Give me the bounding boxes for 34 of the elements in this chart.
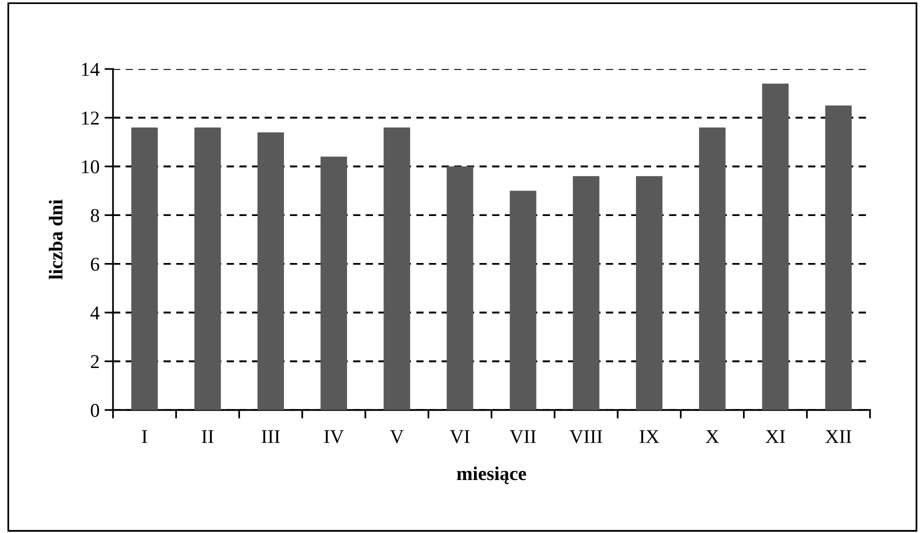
- x-tick-label: IV: [324, 430, 344, 444]
- y-tick-label: 0: [90, 404, 100, 417]
- bar: [446, 166, 474, 410]
- bar: [320, 156, 348, 410]
- x-tick-label: XI: [766, 430, 785, 443]
- x-tick-label: I: [142, 430, 148, 443]
- bar: [384, 127, 410, 410]
- x-tick-label: XII: [825, 430, 852, 443]
- y-tick-label: 6: [90, 258, 100, 271]
- x-tick-label: X: [706, 430, 719, 443]
- y-axis-title: liczba dni: [48, 200, 63, 280]
- bar: [257, 132, 284, 410]
- bar: [762, 84, 789, 410]
- x-tick-label: III: [262, 430, 280, 443]
- x-tick-label: VI: [450, 430, 470, 444]
- y-tick-label: 14: [82, 62, 100, 76]
- bar: [572, 176, 600, 410]
- bar: [510, 190, 536, 410]
- x-tick-label: VIII: [570, 430, 602, 444]
- y-tick-label: 12: [82, 112, 99, 124]
- y-tick-label: 2: [90, 355, 99, 368]
- y-tick-label: 10: [82, 160, 100, 174]
- y-tick-label: 4: [90, 306, 100, 320]
- bar: [825, 106, 852, 410]
- x-tick-label: VII: [510, 430, 536, 444]
- x-tick-label: V: [390, 430, 404, 444]
- bar: [131, 127, 158, 410]
- bar: [699, 127, 726, 410]
- x-tick-label: IX: [640, 430, 660, 443]
- bar: [636, 176, 662, 410]
- bar: [194, 127, 221, 410]
- y-tick-label: 8: [90, 208, 100, 222]
- x-tick-label: II: [202, 430, 214, 443]
- x-axis-title: miesiące: [456, 466, 526, 484]
